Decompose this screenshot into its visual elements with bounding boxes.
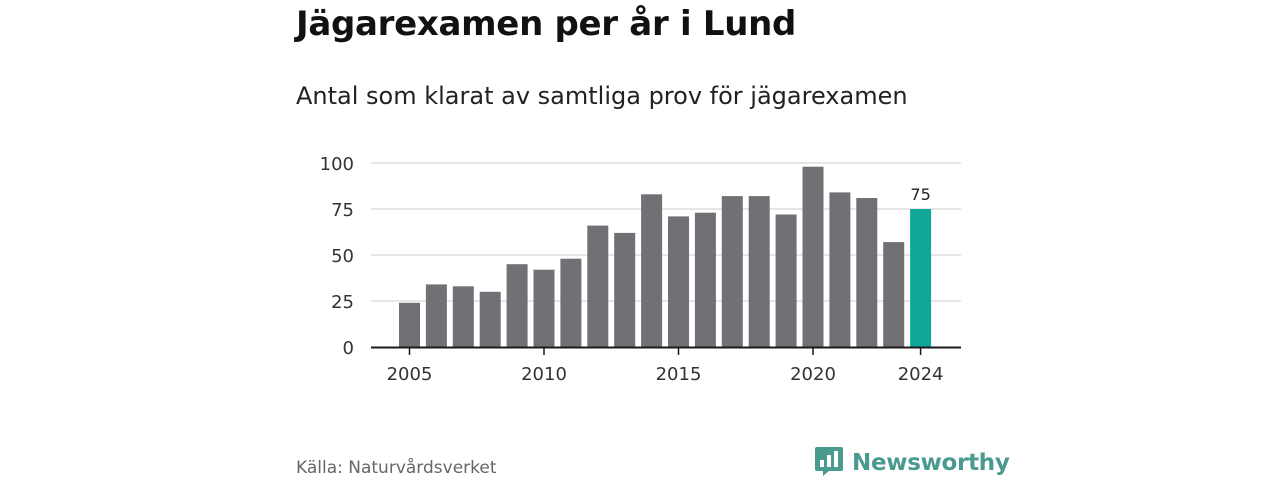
brand-logo: Newsworthy	[814, 446, 1010, 480]
bar-2008	[479, 291, 501, 347]
bar-2022	[856, 198, 878, 347]
x-tick-label: 2010	[521, 364, 567, 385]
bar-2013	[614, 232, 636, 347]
x-tick-label: 2024	[898, 364, 944, 385]
bar-2006	[425, 284, 447, 347]
bar-2005	[399, 302, 420, 347]
bar-2009	[506, 264, 528, 347]
bar-2024	[910, 209, 932, 347]
y-tick-label: 75	[331, 200, 354, 221]
bar-2023	[883, 242, 905, 347]
bar-2020	[802, 166, 824, 347]
bar-2015	[668, 216, 689, 347]
y-axis: 0 25 50 75 100	[320, 154, 354, 359]
bar-2012	[587, 225, 609, 347]
bar-2010	[533, 269, 555, 347]
bar-2017	[721, 196, 743, 347]
bar-chart: 75 0 25 50 75 100 2005 2010 2015 2020 2024	[320, 154, 961, 385]
brand-name: Newsworthy	[852, 450, 1010, 476]
y-tick-label: 0	[343, 338, 354, 359]
x-tick-label: 2020	[790, 364, 836, 385]
data-labels: 75	[910, 185, 930, 204]
data-label-2024: 75	[910, 185, 930, 204]
y-tick-label: 25	[331, 292, 354, 313]
x-axis: 2005 2010 2015 2020 2024	[371, 346, 961, 385]
y-tick-label: 50	[331, 246, 354, 267]
bar-2014	[641, 194, 663, 347]
bar-2016	[694, 212, 716, 347]
x-tick-label: 2015	[656, 364, 702, 385]
bar-2021	[829, 192, 851, 347]
bar-chart-speech-bubble-icon	[814, 445, 844, 481]
bar-2011	[560, 258, 582, 347]
bar-2007	[452, 286, 474, 347]
chart-title: Jägarexamen per år i Lund	[296, 4, 797, 44]
chart-subtitle: Antal som klarat av samtliga prov för jä…	[296, 82, 908, 110]
x-tick-label: 2005	[387, 364, 433, 385]
source-note: Källa: Naturvårdsverket	[296, 458, 497, 478]
bar-2019	[775, 214, 797, 347]
bars	[399, 166, 932, 347]
y-tick-label: 100	[320, 154, 354, 175]
bar-2018	[748, 196, 770, 347]
